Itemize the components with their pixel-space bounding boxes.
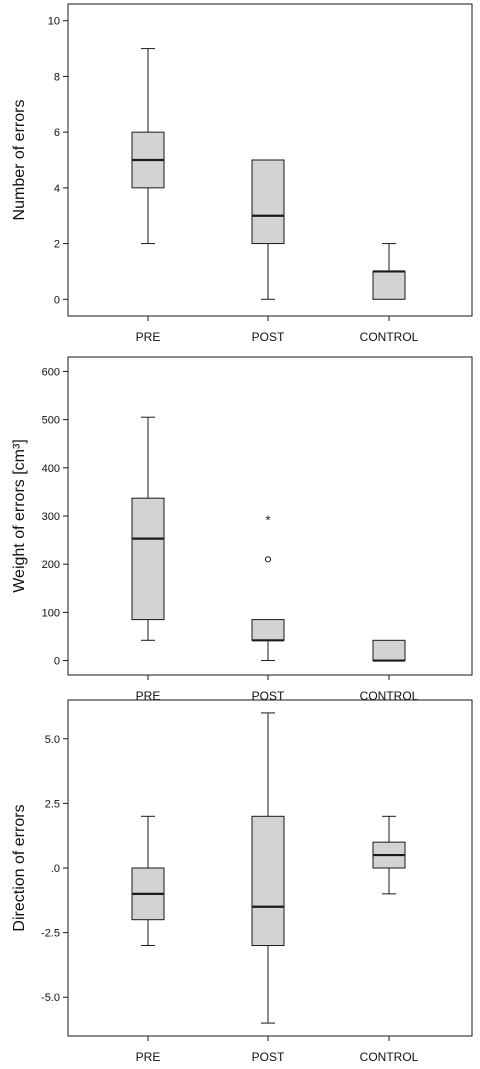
chart-panel-1: 0 2 4 6 8 10 PRE POST CONTROL Number of errors [11,3,473,344]
plot-frame [67,3,473,317]
iqr-box [131,497,165,621]
y-tick-label: 8 [54,71,60,83]
y-tick-label: 100 [42,607,60,619]
y-tick-label: 4 [54,183,60,195]
x-tick-label-pre: PRE [136,689,161,703]
y-tick-label: 0 [54,294,60,306]
chart-panel-3: -5.0 -2.5 .0 2.5 5.0 PRE POST CONTROL Direction … [11,699,473,1064]
box-control [372,815,406,895]
iqr-box [251,159,285,245]
box-pre [131,815,165,947]
y-tick-label: -5.0 [41,992,60,1004]
y-tick-label: -2.5 [41,928,60,940]
y-tick-label: 600 [42,366,60,378]
x-tick-label-post: POST [252,330,285,344]
box-control [372,639,406,662]
y-tick-label: 0 [54,656,60,668]
x-tick-label-control: CONTROL [360,1050,419,1064]
y-tick-label: 200 [42,559,60,571]
box-post: * [251,512,285,662]
y-tick-label: 2 [54,239,60,251]
x-tick-label-pre: PRE [136,330,161,344]
x-tick-label-pre: PRE [136,1050,161,1064]
y-axis-title: Weight of errors [cm³] [11,439,28,593]
box-post [251,159,285,300]
x-tick-label-post: POST [252,1050,285,1064]
y-tick-label: 500 [42,415,60,427]
iqr-box [372,270,406,300]
x-tick-label-control: CONTROL [360,689,419,703]
y-tick-label: 6 [54,127,60,139]
iqr-box [251,619,285,641]
iqr-box [251,815,285,947]
box-control [372,243,406,300]
y-axis-title: Number of errors [11,100,28,221]
x-tick-label-post: POST [252,689,285,703]
x-tick-label-control: CONTROL [360,330,419,344]
box-pre [131,416,165,641]
iqr-box [372,639,406,662]
outlier-point [264,556,272,563]
box-pre [131,48,165,245]
chart-panel-2: 0 100 200 300 400 500 600 PRE POST CONTROL Weight … [11,356,473,703]
y-tick-label: .0 [51,863,60,875]
box-post [251,712,285,1024]
y-tick-label: 2.5 [45,798,60,810]
y-tick-label: 10 [48,16,60,28]
extreme-point: * [265,512,270,527]
y-tick-label: 5.0 [45,734,60,746]
y-axis-title: Direction of errors [11,804,28,931]
y-tick-label: 400 [42,463,60,475]
y-tick-label: 300 [42,511,60,523]
